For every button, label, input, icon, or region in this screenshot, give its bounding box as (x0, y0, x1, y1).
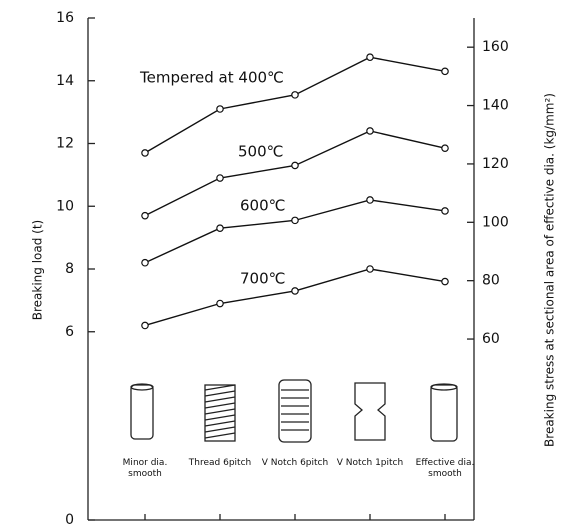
x-tick-label: V Notch 6pitch (261, 458, 329, 468)
data-point (441, 67, 449, 76)
x-tick-label: Effective dia. smooth (415, 458, 475, 479)
y-tick-label: 6 (65, 324, 74, 340)
y-tick-label: 10 (56, 198, 74, 214)
data-point (141, 321, 149, 330)
data-point (141, 211, 149, 220)
data-point (216, 299, 224, 308)
data-point (366, 265, 374, 273)
series-label: 600℃ (240, 197, 285, 215)
y2-axis-label: Breaking stress at sectional area of eff… (543, 93, 557, 447)
data-point (366, 53, 374, 62)
data-point (291, 216, 299, 225)
y2-tick-label: 140 (482, 98, 509, 114)
y-tick-label: 12 (56, 136, 74, 152)
series-label: Tempered at 400℃ (139, 69, 284, 87)
y-tick-label: 14 (56, 73, 74, 89)
series-line (144, 130, 446, 217)
y-tick-label: 0 (65, 512, 74, 527)
series-label: 500℃ (238, 143, 283, 161)
y-tick-label: 8 (65, 261, 74, 277)
series-line (144, 199, 446, 264)
specimen-icons (130, 379, 458, 443)
data-point (291, 287, 299, 295)
data-point (366, 127, 374, 135)
data-point (141, 149, 149, 157)
series-line (144, 268, 446, 327)
data-point (141, 258, 149, 267)
y2-tick-label: 60 (482, 331, 500, 347)
y2-tick-label: 80 (482, 273, 500, 289)
y2-tick-label: 160 (482, 39, 509, 55)
data-point (216, 105, 224, 113)
y-axis-label: Breaking load (t) (31, 220, 45, 321)
data-point (216, 224, 224, 233)
data-point (366, 196, 374, 204)
data-point (441, 207, 449, 215)
series-label: 700℃ (240, 270, 285, 288)
y2-tick-label: 120 (482, 156, 509, 172)
data-point (441, 277, 449, 286)
x-tick-label: Thread 6pitch (188, 458, 252, 468)
data-point (291, 91, 299, 99)
data-point (291, 161, 299, 170)
data-point (216, 174, 224, 182)
y2-tick-label: 100 (482, 214, 509, 230)
data-point (441, 144, 449, 153)
x-tick-label: Minor dia. smooth (122, 458, 168, 479)
x-tick-label: V Notch 1pitch (336, 458, 404, 468)
y-tick-label: 16 (56, 10, 74, 26)
